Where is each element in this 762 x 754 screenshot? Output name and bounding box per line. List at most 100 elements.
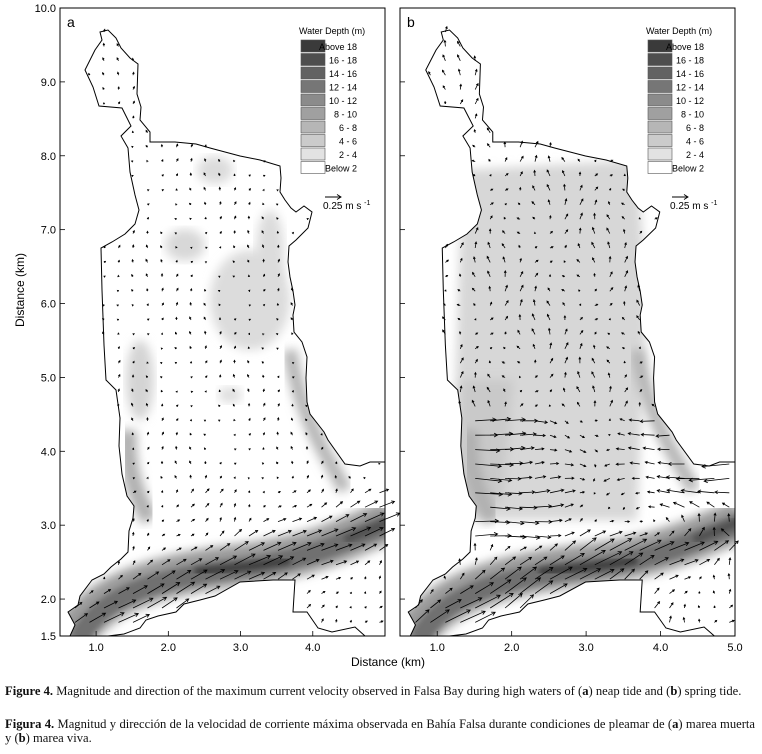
panel-a-current-arrow xyxy=(262,447,265,450)
panel-a-current-arrow xyxy=(232,388,235,393)
panel-b-current-arrow xyxy=(635,506,640,510)
x-tick-label: 3.0 xyxy=(233,642,248,654)
panel-a-current-arrow xyxy=(261,462,265,465)
panel-b-current-arrow xyxy=(520,460,534,465)
panel-b-current-arrow xyxy=(564,476,575,480)
panel-a-current-arrow xyxy=(146,230,149,234)
panel-a-current-arrow xyxy=(247,215,251,220)
panel-b-current-arrow xyxy=(701,463,730,469)
panel-b-current-arrow xyxy=(519,375,522,379)
panel-b-current-arrow xyxy=(623,173,626,177)
y-tick-label: 6.0 xyxy=(41,299,56,311)
panel-a-current-arrow xyxy=(217,419,221,422)
panel-b-current-arrow xyxy=(444,100,447,105)
panel-a-current-arrow xyxy=(204,144,207,148)
panel-a-current-arrow xyxy=(89,590,94,594)
panel-b-current-arrow xyxy=(488,158,491,162)
panel-a-current-arrow xyxy=(261,230,264,234)
panel-a-current-arrow xyxy=(146,216,149,220)
panel-a-current-arrow xyxy=(205,246,208,249)
panel-b-current-arrow xyxy=(594,186,599,191)
panel-a-current-arrow xyxy=(189,217,192,220)
panel-a-current-arrow xyxy=(364,606,367,609)
panel-a-current-arrow xyxy=(89,601,100,609)
panel-b-current-arrow xyxy=(640,432,655,437)
panel-a-current-arrow xyxy=(131,289,134,292)
panel-b-current-arrow xyxy=(562,302,566,306)
panel-a-current-arrow xyxy=(161,597,178,609)
panel-b-current-arrow xyxy=(578,227,582,234)
panel-b-current-arrow xyxy=(657,461,670,465)
panel-b-current-arrow xyxy=(445,587,453,594)
legend-label-a: 16 - 18 xyxy=(329,56,357,66)
panel-b-current-arrow xyxy=(622,506,626,510)
y-tick-label: 4.0 xyxy=(41,446,56,458)
panel-a-current-arrow xyxy=(234,331,237,335)
panel-a-current-arrow xyxy=(160,475,163,479)
panel-a-current-arrow xyxy=(189,301,192,306)
panel-b-current-arrow xyxy=(534,404,539,407)
panel-b-current-arrow xyxy=(699,576,702,580)
panel-a-current-arrow xyxy=(130,160,134,163)
panel-a-current-arrow xyxy=(117,346,120,349)
panel-b-current-arrow xyxy=(549,342,553,349)
panel-b-current-arrow xyxy=(604,463,610,467)
panel-a-current-arrow xyxy=(261,333,265,336)
panel-b-current-arrow xyxy=(639,361,643,364)
panel-b-current-arrow xyxy=(603,478,610,482)
panel-b-current-arrow xyxy=(672,501,685,508)
panel-a-current-arrow xyxy=(262,202,265,206)
panel-a-current-arrow xyxy=(132,447,135,450)
panel-b-current-arrow xyxy=(721,502,730,508)
panel-a-current-arrow xyxy=(118,574,123,580)
panel-a-current-arrow xyxy=(263,402,266,407)
panel-b-current-arrow xyxy=(639,230,643,234)
panel-b-current-arrow xyxy=(441,316,446,321)
panel-b-current-arrow xyxy=(519,284,524,292)
panel-b-current-arrow xyxy=(459,83,463,90)
panel-b-current-arrow xyxy=(698,590,701,594)
panel-b-current-arrow xyxy=(520,490,536,495)
panel-b-current-arrow xyxy=(487,270,491,277)
panel-b-current-arrow xyxy=(624,270,629,277)
panel-a-current-arrow xyxy=(174,232,177,235)
panel-a-current-arrow xyxy=(145,402,149,407)
panel-b-current-arrow xyxy=(638,401,642,407)
panel-a-current-arrow xyxy=(132,85,135,90)
panel-b-current-arrow xyxy=(564,531,575,537)
y-axis-label: Distance (km) xyxy=(13,253,27,327)
panel-b-current-arrow xyxy=(516,231,521,234)
panel-b-current-arrow xyxy=(519,298,523,306)
panel-a-current-arrow xyxy=(132,572,142,580)
panel-b-current-arrow xyxy=(621,316,625,321)
panel-b-current-arrow xyxy=(519,594,535,609)
panel-a-current-arrow xyxy=(131,531,135,537)
panel-b-current-arrow xyxy=(609,551,634,566)
panel-b-current-arrow xyxy=(549,373,554,378)
panel-a-current-arrow xyxy=(161,519,165,522)
panel-a-current-arrow xyxy=(174,475,177,479)
panel-a-current-arrow xyxy=(218,389,221,393)
panel-a-current-arrow xyxy=(248,289,251,292)
panel-a-current-arrow xyxy=(364,488,372,494)
panel-b-current-arrow xyxy=(489,346,493,350)
panel-b-current-arrow xyxy=(576,274,581,278)
panel-a-current-arrow xyxy=(219,359,222,364)
panel-a-current-arrow xyxy=(233,215,237,220)
panel-a-current-arrow xyxy=(379,590,382,594)
panel-b-current-arrow xyxy=(489,202,494,206)
legend-swatch-b xyxy=(647,147,673,161)
panel-b-current-arrow xyxy=(639,570,649,580)
panel-b-current-arrow xyxy=(534,259,539,263)
panel-b-current-arrow xyxy=(501,375,506,378)
panel-a-current-arrow xyxy=(175,259,178,263)
panel-a-current-arrow xyxy=(204,474,208,479)
panel-a-current-arrow xyxy=(262,432,265,436)
legend-swatch-a xyxy=(300,161,326,174)
panel-b-current-arrow xyxy=(621,215,625,220)
panel-a-current-arrow xyxy=(247,244,250,249)
panel-a-current-arrow xyxy=(131,145,134,148)
legend-title-b: Water Depth (m) xyxy=(646,26,712,36)
panel-a-current-arrow xyxy=(103,576,106,580)
legend-swatch-b xyxy=(647,80,673,93)
